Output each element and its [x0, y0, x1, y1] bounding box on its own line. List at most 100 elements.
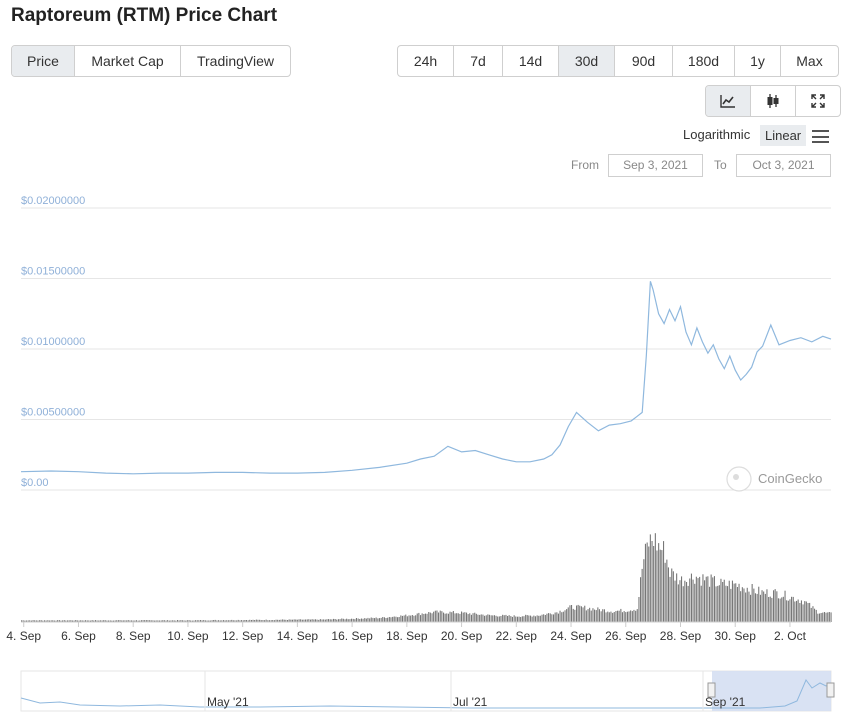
volume-bar — [329, 619, 331, 622]
volume-bar — [310, 619, 312, 622]
volume-bar — [260, 620, 262, 622]
range-180d[interactable]: 180d — [673, 46, 735, 76]
range-30d[interactable]: 30d — [559, 46, 615, 76]
candlestick-icon[interactable] — [751, 86, 796, 116]
volume-bar — [401, 615, 403, 622]
volume-bar — [380, 617, 382, 622]
volume-bar — [704, 580, 706, 622]
x-tick-label: 22. Sep — [496, 629, 538, 643]
volume-bar — [321, 619, 323, 622]
volume-bar — [85, 620, 87, 622]
volume-bar — [791, 596, 793, 622]
volume-bar — [687, 585, 689, 622]
from-date-input[interactable]: Sep 3, 2021 — [608, 154, 703, 177]
volume-bar — [474, 612, 476, 622]
volume-bar — [411, 615, 413, 622]
volume-bar — [761, 590, 763, 622]
volume-bar — [109, 620, 111, 622]
volume-bar — [369, 618, 371, 622]
tab-price[interactable]: Price — [12, 46, 75, 76]
range-1y[interactable]: 1y — [735, 46, 781, 76]
to-date-input[interactable]: Oct 3, 2021 — [736, 154, 831, 177]
volume-bar — [96, 620, 98, 622]
hamburger-menu-icon[interactable] — [812, 130, 829, 143]
volume-bar — [285, 619, 287, 622]
range-14d[interactable]: 14d — [503, 46, 559, 76]
volume-bar — [674, 580, 676, 622]
volume-bar — [823, 612, 825, 622]
volume-bar — [91, 620, 93, 622]
volume-bar — [200, 620, 202, 622]
volume-bar — [654, 533, 656, 622]
volume-bar — [324, 619, 326, 622]
scale-linear[interactable]: Linear — [760, 125, 807, 146]
volume-bar — [378, 618, 380, 622]
volume-bar — [618, 610, 620, 622]
volume-bar — [713, 576, 715, 622]
volume-bar — [397, 617, 399, 622]
volume-bar — [24, 620, 26, 622]
volume-bar — [142, 620, 144, 622]
coingecko-logo-icon — [726, 466, 752, 492]
volume-bar — [659, 549, 661, 622]
x-tick-label: 2. Oct — [774, 629, 807, 643]
volume-bar — [181, 620, 183, 622]
volume-bar — [44, 620, 46, 622]
volume-bar — [789, 599, 791, 622]
volume-bar — [607, 611, 609, 622]
volume-bar — [521, 616, 523, 622]
volume-bar — [809, 602, 811, 622]
volume-bar — [756, 593, 758, 622]
volume-bar — [150, 620, 152, 622]
volume-bar — [415, 615, 417, 622]
volume-bar — [594, 609, 596, 622]
volume-bar — [549, 613, 551, 622]
navigator-frame — [20, 670, 832, 712]
volume-bar — [553, 614, 555, 622]
volume-bar — [469, 613, 471, 622]
volume-bar — [828, 612, 830, 622]
volume-bar — [410, 615, 412, 622]
volume-bar — [158, 620, 160, 622]
x-tick-label: 8. Sep — [116, 629, 151, 643]
volume-bar — [139, 620, 141, 622]
line-chart-icon[interactable] — [706, 86, 751, 116]
volume-bar — [452, 611, 454, 622]
volume-bar — [37, 620, 39, 622]
volume-bar — [702, 574, 704, 622]
volume-bar — [170, 620, 172, 622]
range-24h[interactable]: 24h — [398, 46, 454, 76]
volume-bar — [502, 614, 504, 622]
expand-icon[interactable] — [796, 86, 840, 116]
volume-bar — [484, 615, 486, 622]
volume-bar — [278, 619, 280, 622]
volume-bar — [135, 620, 137, 622]
volume-bar — [641, 568, 643, 622]
volume-bar — [686, 582, 688, 622]
volume-bar — [224, 620, 226, 622]
volume-bar — [227, 620, 229, 622]
volume-bar — [787, 600, 789, 622]
volume-bar — [595, 610, 597, 622]
volume-bar — [305, 619, 307, 622]
volume-bar — [434, 610, 436, 622]
volume-bar — [562, 611, 564, 622]
volume-bar — [475, 613, 477, 622]
volume-bar — [319, 619, 321, 622]
volume-bar — [39, 620, 41, 622]
volume-bar — [636, 609, 638, 622]
volume-bar — [705, 576, 707, 622]
volume-bar — [602, 609, 604, 622]
range-90d[interactable]: 90d — [615, 46, 673, 76]
volume-bar — [318, 619, 320, 622]
range-max[interactable]: Max — [796, 53, 823, 69]
volume-bar — [354, 619, 356, 622]
tab-tradingview[interactable]: TradingView — [196, 53, 275, 69]
scale-logarithmic[interactable]: Logarithmic — [683, 127, 751, 142]
range-7d[interactable]: 7d — [454, 46, 503, 76]
volume-bar — [57, 620, 59, 622]
volume-bar — [774, 589, 776, 622]
volume-bar — [613, 612, 615, 622]
tab-market-cap[interactable]: Market Cap — [75, 46, 181, 76]
volume-bar — [392, 616, 394, 622]
